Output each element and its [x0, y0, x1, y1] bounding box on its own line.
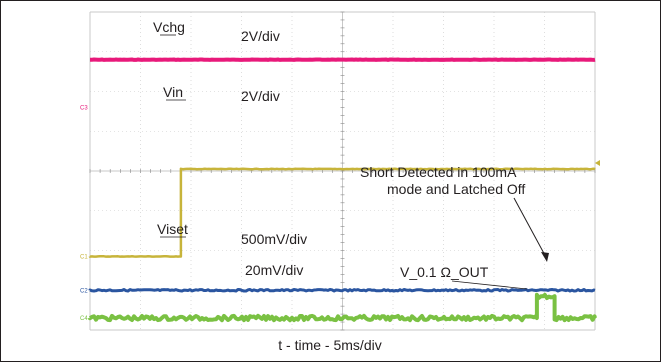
annotation-arrowhead — [541, 252, 549, 262]
vchg-label: Vchg — [153, 19, 185, 35]
viset-scale-label: 500mV/div — [241, 231, 307, 247]
channel-marker-vout: C4 — [80, 316, 88, 322]
vout-scale-label: 20mV/div — [245, 262, 303, 278]
trace-vout — [88, 292, 597, 323]
x-axis-label: t - time - 5ms/div — [278, 337, 381, 353]
viset-label: Viset — [157, 221, 188, 237]
trace-viset — [88, 288, 596, 293]
annotation-line-1: Short Detected in 100mA — [360, 164, 517, 180]
waveform-traces — [88, 57, 597, 323]
channel-marker-viset: C2 — [80, 288, 88, 294]
vout-label: V_0.1 Ω_OUT — [400, 264, 489, 280]
scope-grid — [89, 11, 596, 331]
annotation-line-2: mode and Latched Off — [387, 181, 525, 197]
channel-markers: C3 C1 C2 C4 — [80, 105, 600, 322]
vin-scale-label: 2V/div — [241, 88, 280, 104]
annotation-arrow-line — [513, 197, 548, 260]
vin-label: Vin — [163, 84, 183, 100]
trace-vin — [88, 167, 597, 258]
vchg-scale-label: 2V/div — [241, 28, 280, 44]
trigger-marker — [595, 160, 600, 167]
channel-marker-vin: C1 — [80, 254, 88, 260]
channel-marker-vchg: C3 — [80, 105, 88, 111]
vout-leader — [451, 280, 528, 290]
